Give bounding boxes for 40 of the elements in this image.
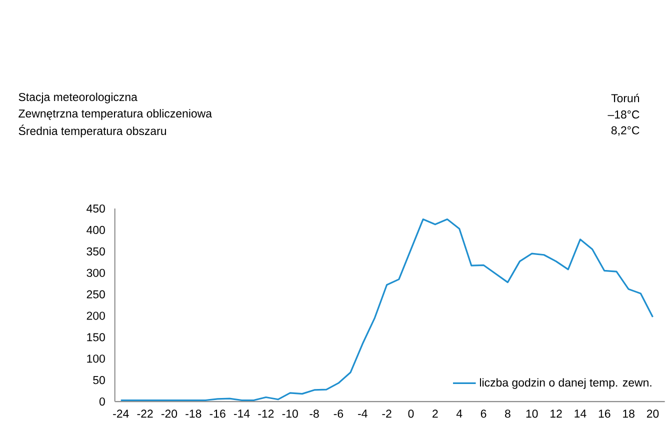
x-tick-label: -24	[113, 410, 129, 418]
x-tick-label: -10	[282, 410, 298, 418]
x-tick-label: 16	[598, 410, 610, 418]
x-tick-label: 4	[456, 410, 462, 418]
y-tick-label: 50	[93, 376, 105, 384]
x-tick-label: -14	[234, 410, 250, 418]
legend-label: liczba godzin o danej temp. zewn.	[480, 378, 652, 389]
x-tick-label: -22	[137, 410, 153, 418]
y-tick-label: 200	[86, 312, 105, 320]
y-tick-label: 100	[87, 354, 105, 363]
x-tick-label: 20	[646, 410, 659, 418]
x-tick-label: 18	[623, 410, 634, 418]
y-tick-label: 350	[86, 247, 105, 256]
y-tick-label: 450	[86, 204, 105, 213]
x-tick-label: -6	[334, 410, 344, 418]
text: Zewnętrzna temperatura obliczeniowa	[18, 109, 212, 120]
x-tick-label: 10	[526, 410, 538, 418]
y-tick-label: 400	[86, 226, 105, 234]
text: Średnia temperatura obszaru	[18, 124, 166, 138]
x-tick-label: 2	[432, 410, 438, 418]
x-tick-label: -8	[310, 410, 319, 418]
y-tick-label: 250	[86, 290, 105, 298]
text: 8,2°C	[611, 126, 640, 136]
x-tick-label: -16	[210, 410, 226, 418]
text: Stacja meteorologiczna	[18, 92, 138, 104]
x-tick-label: 0	[408, 410, 414, 418]
x-tick-label: -12	[258, 410, 274, 418]
y-tick-label: 0	[99, 397, 105, 406]
y-tick-label: 150	[87, 333, 105, 342]
x-tick-label: -4	[358, 410, 368, 418]
text: Toruń	[611, 94, 640, 102]
y-tick-label: 300	[86, 268, 105, 277]
x-tick-label: -18	[186, 410, 202, 418]
x-tick-label: 6	[480, 410, 486, 418]
x-tick-label: -2	[382, 410, 392, 418]
x-tick-label: -20	[161, 410, 178, 418]
text: –18°C	[608, 110, 640, 119]
x-tick-label: 12	[550, 410, 562, 418]
x-tick-label: 8	[505, 410, 510, 418]
x-tick-label: 14	[574, 410, 586, 418]
